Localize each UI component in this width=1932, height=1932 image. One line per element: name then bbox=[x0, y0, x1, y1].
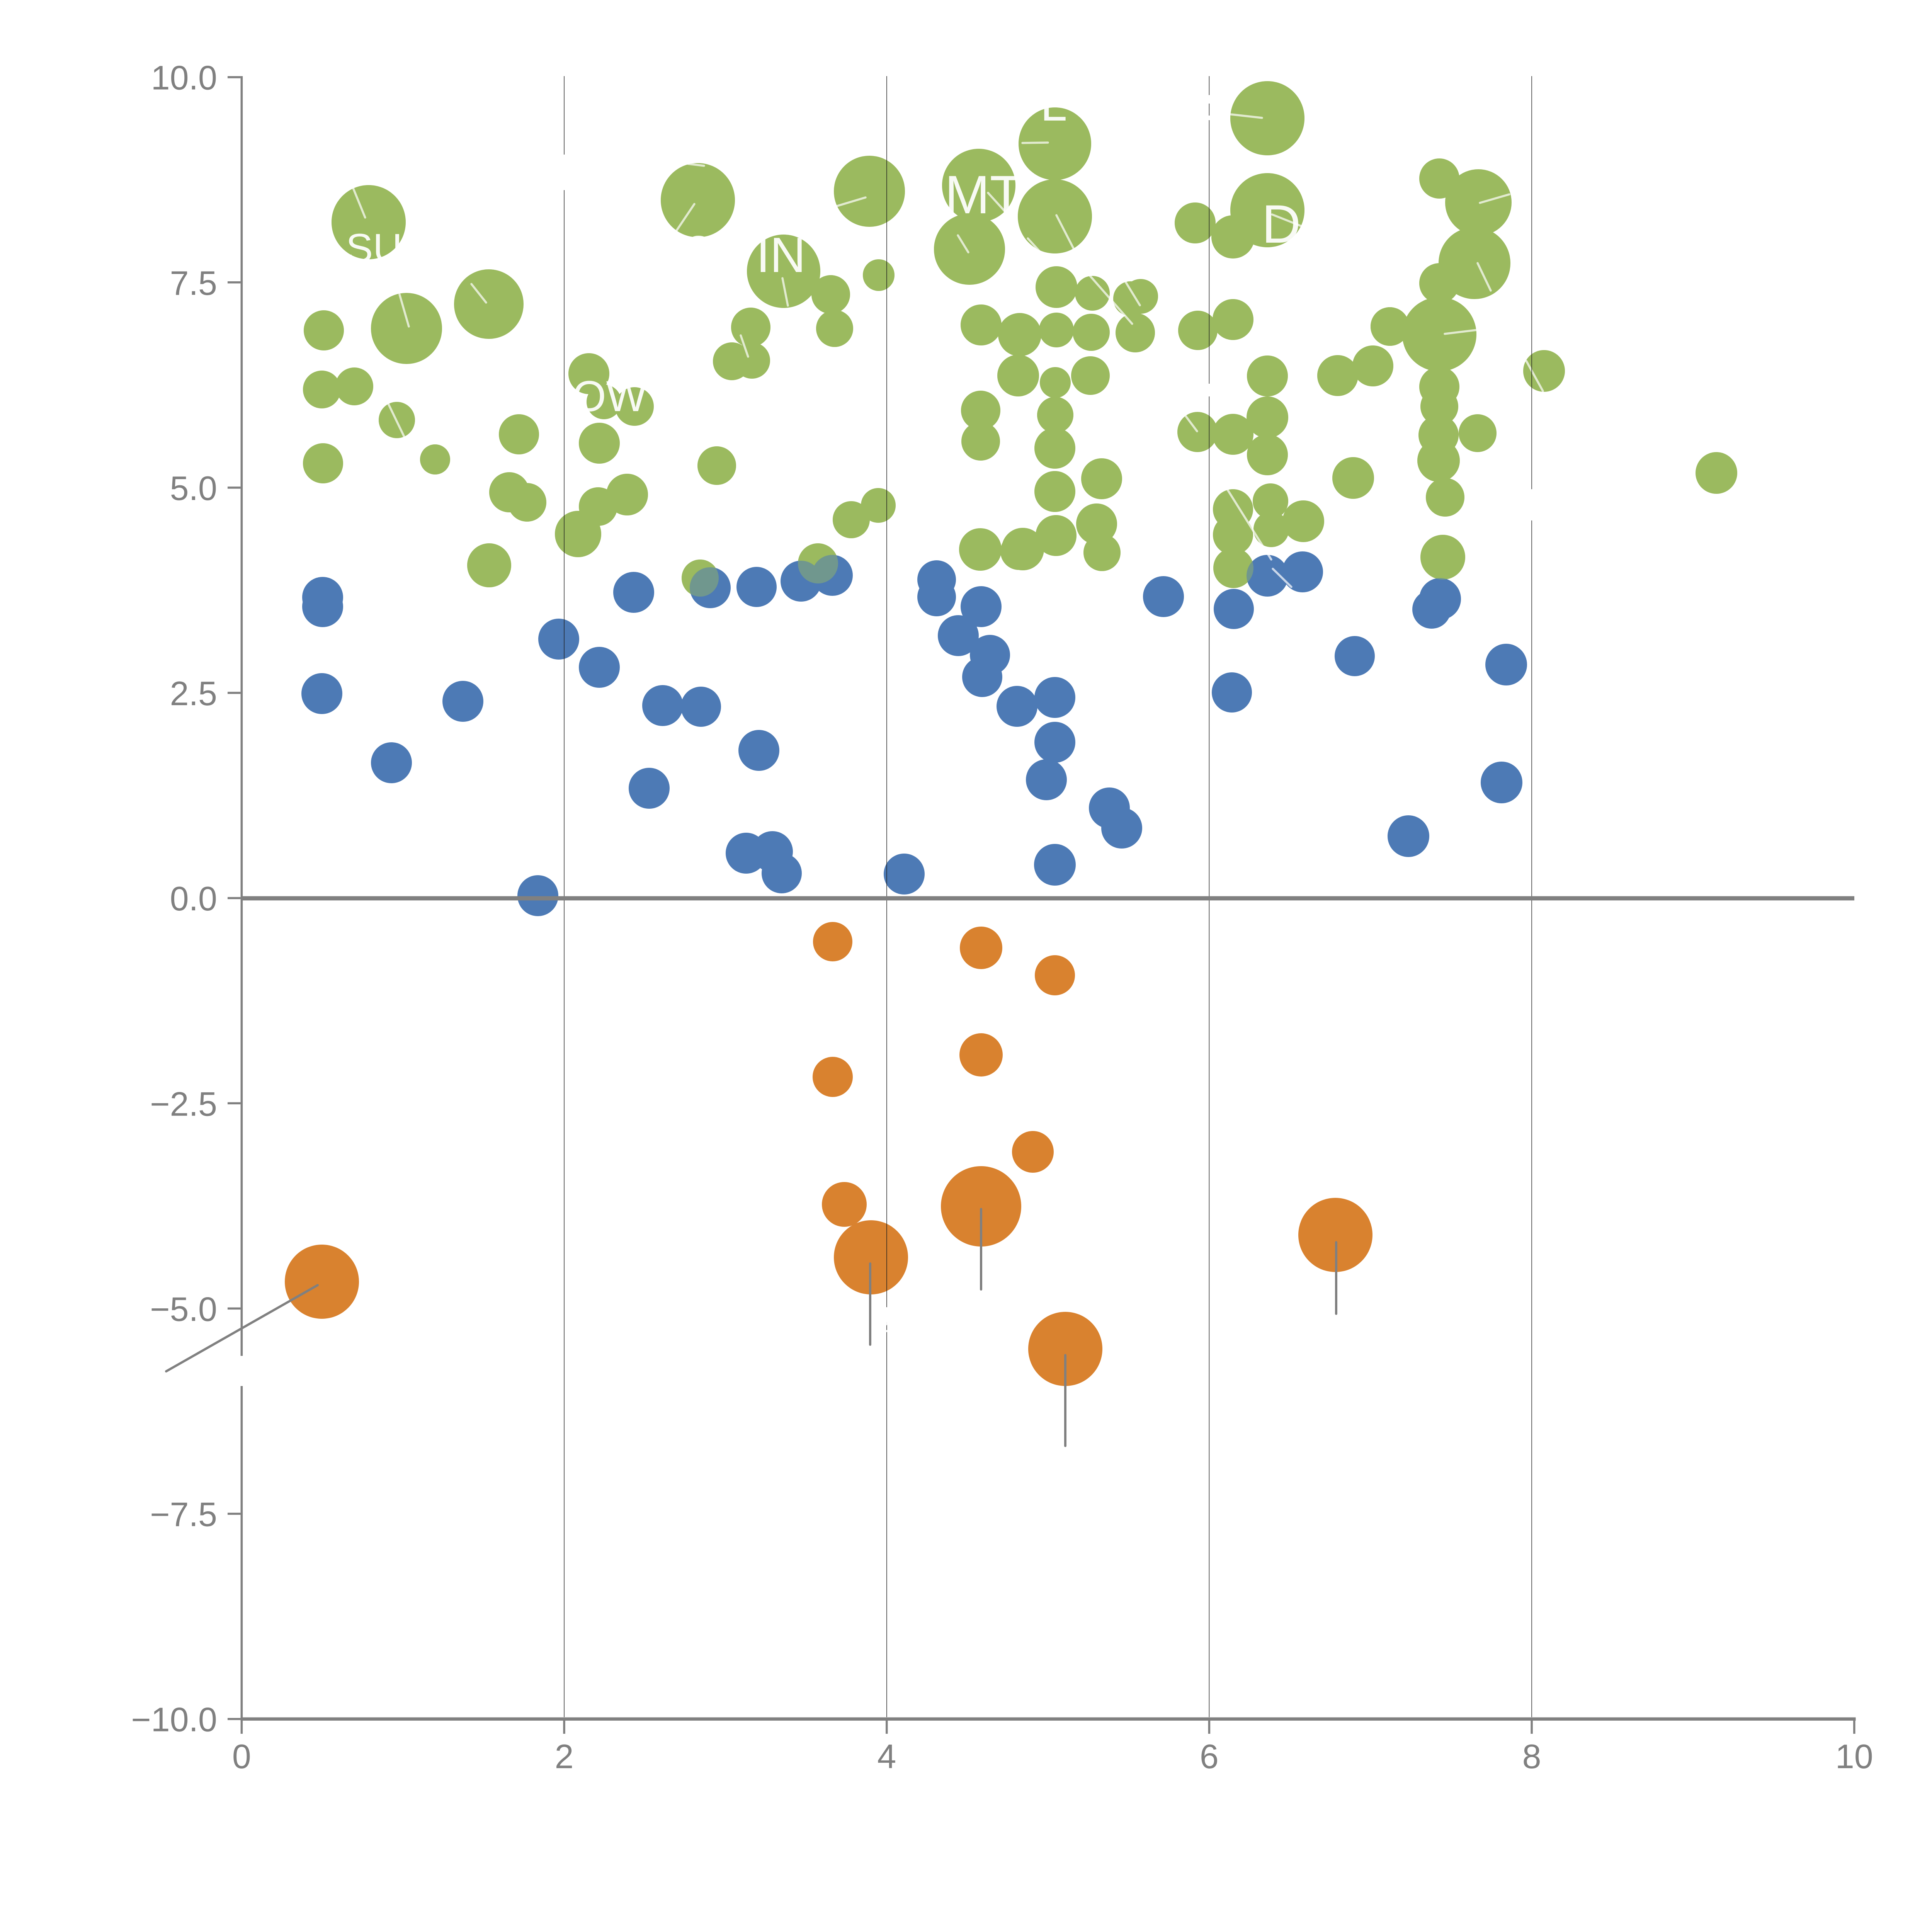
svg-text:2: 2 bbox=[555, 1737, 574, 1776]
svg-text:0: 0 bbox=[232, 1737, 251, 1776]
svg-text:−2.5: −2.5 bbox=[150, 1085, 217, 1123]
svg-text:L: L bbox=[1040, 77, 1067, 131]
svg-text:BA: BA bbox=[185, 1341, 229, 1378]
svg-text:SU: SU bbox=[346, 226, 402, 271]
svg-text:−10.0: −10.0 bbox=[131, 1701, 217, 1739]
svg-text:4: 4 bbox=[877, 1737, 896, 1776]
svg-text:4: 4 bbox=[880, 1309, 898, 1344]
svg-text:−5.0: −5.0 bbox=[150, 1290, 217, 1328]
svg-text:OW: OW bbox=[573, 372, 647, 420]
svg-text:MT: MT bbox=[945, 164, 1023, 225]
svg-text:10: 10 bbox=[1835, 1737, 1873, 1776]
svg-text:5.0: 5.0 bbox=[170, 469, 217, 507]
svg-text:7.5: 7.5 bbox=[170, 264, 217, 302]
svg-text:D: D bbox=[1262, 194, 1301, 254]
svg-text:8: 8 bbox=[1522, 1737, 1541, 1776]
svg-text:IN: IN bbox=[756, 228, 806, 283]
svg-text:6: 6 bbox=[1200, 1737, 1219, 1776]
svg-text:−7.5: −7.5 bbox=[150, 1495, 217, 1534]
svg-text:0.0: 0.0 bbox=[170, 879, 217, 918]
svg-text:2.5: 2.5 bbox=[170, 674, 217, 713]
svg-text:Q: Q bbox=[684, 228, 713, 269]
svg-text:10.0: 10.0 bbox=[151, 59, 217, 97]
